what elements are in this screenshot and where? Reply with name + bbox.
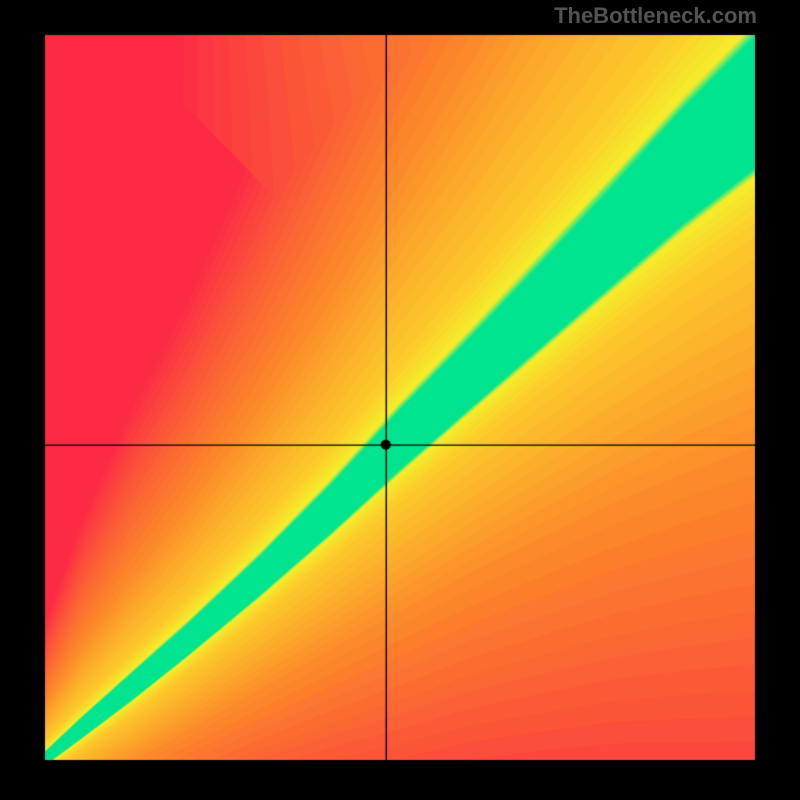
gradient-heatmap (0, 0, 800, 800)
chart-container: TheBottleneck.com (0, 0, 800, 800)
